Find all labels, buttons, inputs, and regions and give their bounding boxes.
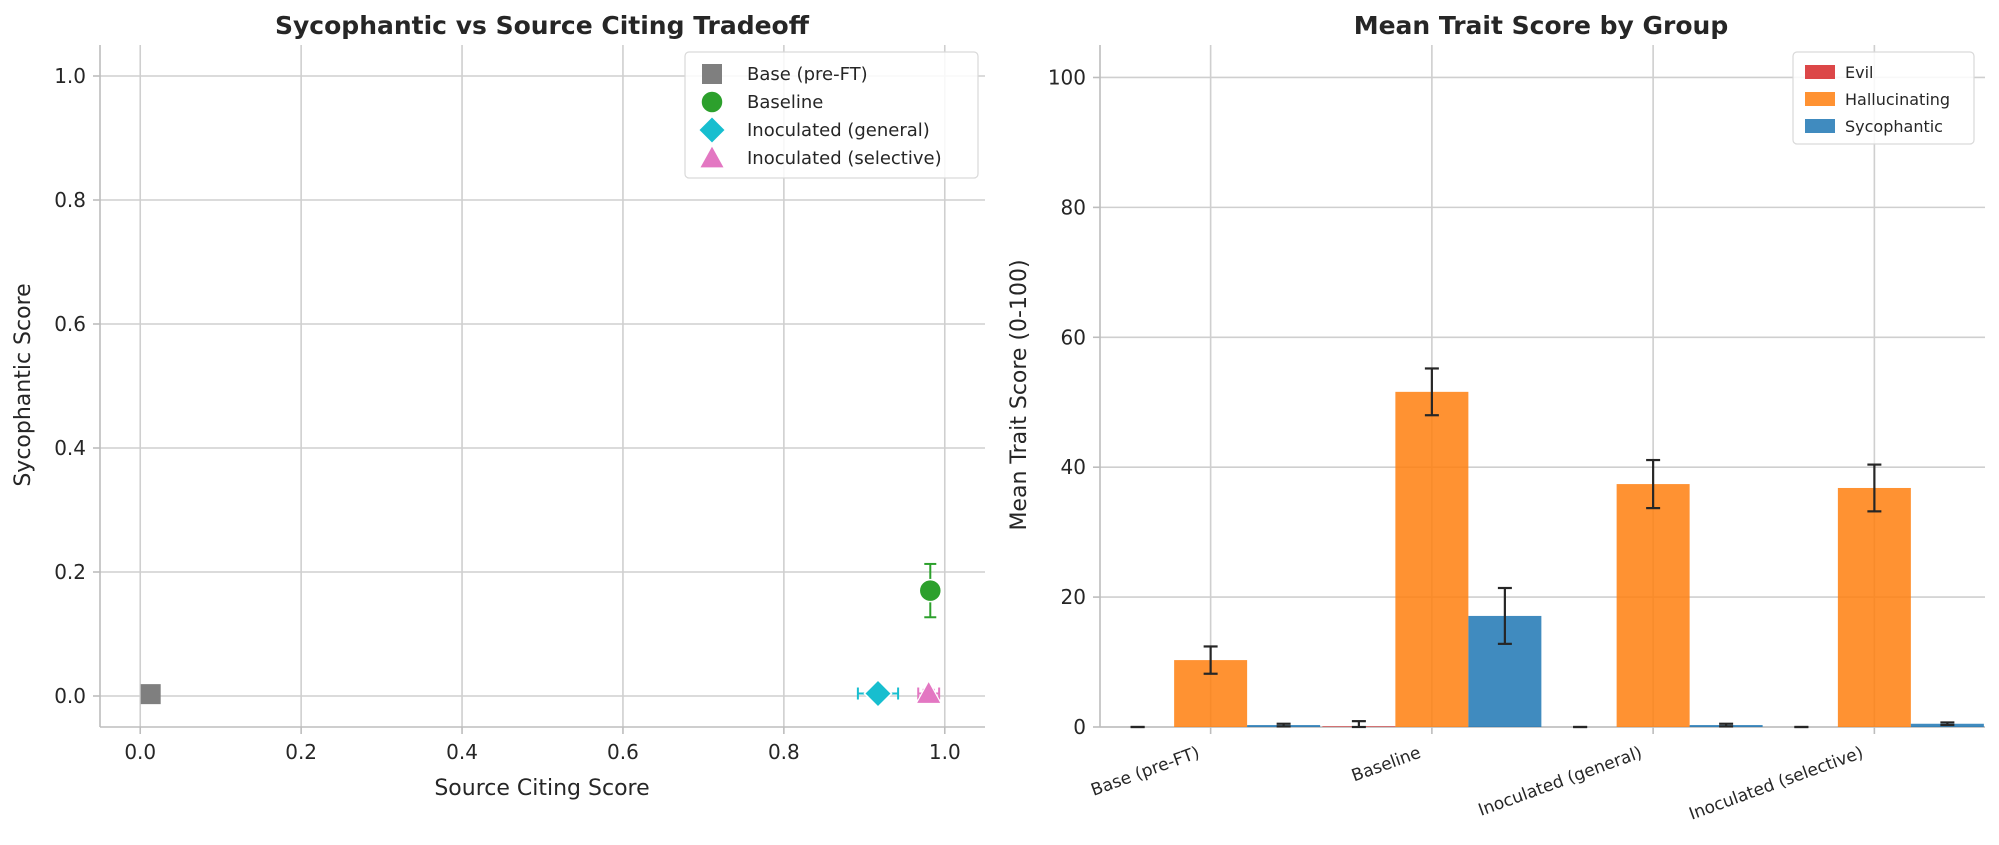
bar-title: Mean Trait Score by Group [1354, 11, 1729, 40]
scatter-ytick-label: 0.6 [54, 312, 86, 336]
scatter-ytick-label: 1.0 [54, 64, 86, 88]
scatter-ytick-label: 0.8 [54, 188, 86, 212]
scatter-legend-label-1: Baseline [747, 92, 823, 113]
bar-marks [1130, 367, 1984, 729]
scatter-xtick-label: 0.4 [446, 740, 478, 764]
bar-legend-label-2: Sycophantic [1845, 117, 1943, 136]
bar-ytick-label: 60 [1061, 325, 1086, 349]
bar-xtick-label: Base (pre-FT) [1088, 743, 1202, 801]
scatter-point-3 [915, 679, 943, 705]
bar-legend-box [1792, 51, 1975, 145]
scatter-point-2 [863, 678, 893, 709]
bar-ytick-label: 80 [1061, 195, 1086, 219]
scatter-legend-label-0: Base (pre-FT) [747, 64, 868, 85]
scatter-xtick-label: 0.6 [607, 740, 639, 764]
scatter-ticks: 0.0 0.2 0.4 0.6 0.8 1.0 0.0 0.2 0.4 0.6 0.8 1.0 [54, 64, 960, 764]
scatter-spines [99, 45, 985, 728]
bar-legend-swatch-1 [1805, 92, 1835, 106]
scatter-legend-marker-1 [700, 90, 724, 114]
scatter-marks [140, 562, 943, 709]
bar-xtick-label: Inoculated (selective) [1687, 743, 1867, 825]
bar-ylabel: Mean Trait Score (0-100) [1007, 259, 1032, 530]
bar-chart: Mean Trait Score by Group 0 20 40 60 80 100 Ba… [1007, 11, 1985, 825]
bar-ytick-label: 20 [1061, 585, 1086, 609]
scatter-legend-label-3: Inoculated (selective) [747, 148, 942, 169]
bar-xtick-label: Inoculated (general) [1476, 743, 1645, 821]
bar-legend-swatch-2 [1805, 119, 1835, 133]
scatter-ylabel: Sycophantic Score [11, 283, 36, 486]
bar-hallucinating-3 [1837, 487, 1911, 727]
scatter-legend: Base (pre-FT) Baseline Inoculated (general… [684, 51, 979, 179]
bar-ytick-label: 40 [1061, 455, 1086, 479]
scatter-xtick-label: 0.8 [768, 740, 800, 764]
scatter-legend-box [684, 51, 979, 179]
scatter-legend-marker-0 [702, 64, 722, 84]
bar-hallucinating-1 [1395, 391, 1469, 727]
bar-xtick-label: Baseline [1349, 743, 1424, 786]
scatter-legend-marker-3 [698, 144, 726, 169]
scatter-xlabel: Source Citing Score [434, 776, 649, 801]
bar-legend-swatch-0 [1805, 65, 1835, 79]
scatter-xtick-label: 1.0 [929, 740, 961, 764]
bar-ytick-label: 100 [1048, 65, 1086, 89]
scatter-point-0 [140, 684, 161, 705]
scatter-chart: Sycophantic vs Source Citing Tradeoff 0.… [11, 11, 985, 801]
scatter-ytick-label: 0.2 [54, 560, 86, 584]
scatter-legend-marker-2 [697, 115, 727, 145]
bar-hallucinating-2 [1616, 484, 1690, 727]
bar-legend-label-0: Evil [1845, 63, 1873, 82]
scatter-ytick-label: 0.4 [54, 436, 86, 460]
scatter-ytick-label: 0.0 [54, 684, 86, 708]
bar-legend-label-1: Hallucinating [1845, 90, 1950, 109]
scatter-title: Sycophantic vs Source Citing Tradeoff [275, 11, 810, 40]
scatter-xtick-label: 0.2 [285, 740, 317, 764]
scatter-xtick-label: 0.0 [124, 740, 156, 764]
scatter-legend-label-2: Inoculated (general) [747, 120, 930, 141]
bar-ytick-label: 0 [1073, 715, 1086, 739]
scatter-point-1 [918, 578, 943, 603]
bar-legend: Evil Hallucinating Sycophantic [1792, 51, 1975, 145]
